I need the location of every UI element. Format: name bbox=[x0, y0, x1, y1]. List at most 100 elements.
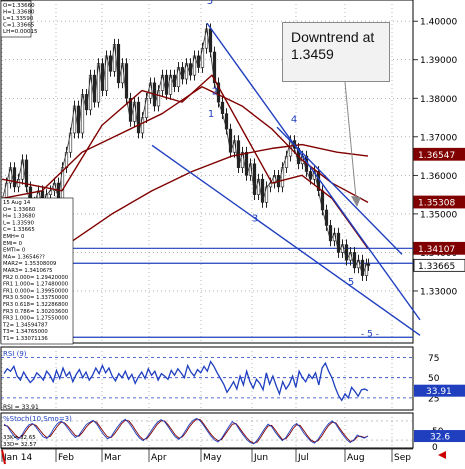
info-line: O=1.33660 bbox=[3, 3, 35, 9]
stoch-badge bbox=[414, 430, 465, 443]
close-segment bbox=[282, 155, 287, 168]
close-segment bbox=[154, 90, 159, 107]
y-tick-label: 1.39000 bbox=[420, 56, 457, 66]
close-segment bbox=[62, 152, 67, 168]
callout-pointer bbox=[344, 81, 357, 199]
info-line: C=1.33665 bbox=[3, 23, 35, 29]
price-badge bbox=[413, 147, 465, 161]
wave-label: - 5 - bbox=[361, 329, 379, 339]
close-segment bbox=[222, 113, 227, 130]
price-badge-label: 1.35308 bbox=[418, 199, 455, 209]
info-box-top: O=1.33660H=1.33680L=1.33590C=1.33665LH=0… bbox=[0, 0, 38, 38]
wave-label: 3 bbox=[252, 214, 258, 225]
wave-label: 5 bbox=[207, 0, 213, 7]
close-segment bbox=[106, 55, 111, 72]
close-segment bbox=[354, 259, 359, 269]
stoch-k bbox=[3, 417, 369, 445]
info-line: T2= 1.34594787 bbox=[2, 322, 48, 328]
info-line: MAR3= 1.34106?5 bbox=[3, 268, 52, 274]
wave-label: 4 bbox=[291, 115, 297, 126]
ma1 bbox=[1, 74, 369, 249]
y-tick-label: 1.38000 bbox=[420, 95, 457, 105]
close-segment bbox=[2, 182, 7, 199]
close-segment bbox=[90, 75, 95, 103]
close-segment bbox=[178, 67, 183, 80]
close-segment bbox=[70, 105, 75, 134]
info-line: EMTI= 0 bbox=[3, 248, 26, 254]
ma2 bbox=[1, 86, 369, 203]
rsi-badge-label: 33.91 bbox=[426, 387, 452, 397]
close-segment bbox=[334, 233, 339, 253]
x-tick-label: May bbox=[203, 453, 222, 463]
price-badge-label: 1.34107 bbox=[418, 245, 455, 255]
x-tick-label: Feb bbox=[58, 453, 74, 463]
close-segment bbox=[186, 63, 191, 76]
stoch-axis: 50032.6 bbox=[414, 427, 465, 453]
close-segment bbox=[306, 171, 311, 180]
close-segment bbox=[330, 232, 335, 242]
close-segment bbox=[174, 67, 179, 87]
price-badge-label: 1.36547 bbox=[418, 151, 455, 161]
close-segment bbox=[170, 75, 175, 87]
price-badges: 1.36547 1.35308 1.34107 1.33665 bbox=[413, 147, 465, 272]
info-line: MAR2= 1.35308009 bbox=[3, 261, 56, 267]
close-segment bbox=[102, 55, 107, 91]
close-segment bbox=[254, 179, 259, 195]
info-line: FR3 0.618= 1.32286800 bbox=[3, 302, 69, 308]
price-badge bbox=[413, 195, 465, 209]
red-line-end bbox=[1, 449, 6, 465]
stoch-grid bbox=[1, 413, 413, 448]
info-line: H=1.33680 bbox=[3, 10, 35, 16]
close-segment bbox=[302, 155, 307, 172]
x-tick-label: Aug bbox=[347, 453, 365, 463]
info-line: L=1.33590 bbox=[3, 16, 34, 22]
close-segment bbox=[46, 190, 51, 195]
close-segment bbox=[262, 186, 267, 203]
date-axis: Jan 14 Feb Mar Apr May Jun Jul Aug Sep bbox=[1, 448, 413, 463]
close-segment bbox=[194, 55, 199, 68]
close-segment bbox=[182, 63, 187, 80]
close-segment bbox=[150, 82, 155, 107]
stoch-line-label: 33K= 32.65 bbox=[3, 435, 36, 441]
x-tick-label: Mar bbox=[104, 453, 121, 463]
rsi-title: RSI (9) bbox=[3, 350, 27, 358]
rsi-last-value: RSI = 33.91 bbox=[3, 404, 39, 411]
close-segment bbox=[350, 252, 355, 268]
close-segment bbox=[82, 94, 87, 110]
close-segment bbox=[202, 28, 207, 49]
price-badge-label: 1.33665 bbox=[418, 262, 455, 272]
close-segment bbox=[142, 98, 147, 118]
close-segment bbox=[338, 244, 343, 253]
close-segment bbox=[50, 182, 55, 191]
info-line: L= 1.33590 bbox=[3, 220, 35, 226]
info-line: EMH= 0 bbox=[3, 234, 25, 240]
rsi-tick-label: 25 bbox=[428, 394, 439, 404]
close-segment bbox=[10, 167, 15, 187]
x-tick-label: Jun bbox=[253, 453, 268, 463]
close-segment bbox=[362, 263, 367, 276]
close-segment bbox=[138, 117, 143, 134]
y-tick-label: 1.33000 bbox=[420, 287, 457, 297]
close-segment bbox=[274, 175, 279, 188]
close-segment bbox=[226, 129, 231, 153]
close-segment bbox=[86, 75, 91, 110]
info-line: MA= 1.36546?? bbox=[3, 254, 45, 260]
close-segment bbox=[230, 140, 235, 153]
callout-text: Downtrend at 1.3459 bbox=[291, 29, 375, 62]
stoch-tick-label: 0 bbox=[432, 443, 438, 453]
close-segment bbox=[134, 102, 139, 134]
info-line: H= 1.33680 bbox=[3, 214, 36, 220]
close-segment bbox=[214, 82, 219, 103]
rsi-badge bbox=[414, 384, 465, 397]
info-line: 15 Aug 14 bbox=[3, 200, 31, 206]
close-segment bbox=[342, 244, 347, 261]
ma3 bbox=[66, 143, 369, 246]
info-line: C= 1.33665 bbox=[3, 227, 35, 233]
close-segment bbox=[98, 63, 103, 91]
wave-label: 5 bbox=[348, 277, 354, 288]
info-line: T3= 1.34765000 bbox=[2, 329, 48, 335]
close-segment bbox=[66, 132, 71, 153]
close-segment bbox=[242, 152, 247, 176]
